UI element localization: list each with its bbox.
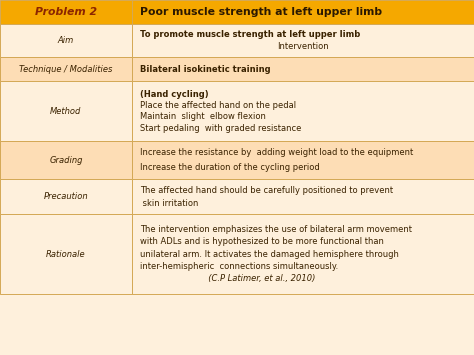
Bar: [0, 57, 132, 81]
Text: Maintain  slight  elbow flexion: Maintain slight elbow flexion: [140, 112, 266, 121]
Text: Start pedaling  with graded resistance: Start pedaling with graded resistance: [140, 124, 301, 133]
Text: The affected hand should be carefully positioned to prevent: The affected hand should be carefully po…: [140, 186, 393, 195]
Text: Problem 2: Problem 2: [35, 7, 97, 17]
Text: Bilateral isokinetic training: Bilateral isokinetic training: [140, 65, 271, 74]
Bar: [0, 81, 132, 141]
Bar: [0, 24, 132, 57]
Text: Increase the duration of the cycling period: Increase the duration of the cycling per…: [140, 163, 320, 172]
Bar: [0, 179, 132, 214]
Text: Intervention: Intervention: [277, 42, 328, 51]
Text: with ADLs and is hypothesized to be more functional than: with ADLs and is hypothesized to be more…: [140, 237, 384, 246]
Text: Method: Method: [50, 106, 82, 116]
Text: inter-hemispheric  connections simultaneously.: inter-hemispheric connections simultaneo…: [140, 262, 338, 271]
Text: Precaution: Precaution: [44, 192, 88, 201]
Text: Aim: Aim: [58, 36, 74, 45]
Text: Place the affected hand on the pedal: Place the affected hand on the pedal: [140, 101, 296, 110]
Text: To promote muscle strength at left upper limb: To promote muscle strength at left upper…: [140, 30, 361, 39]
Bar: [132, 81, 474, 141]
Bar: [132, 179, 474, 214]
Bar: [132, 57, 474, 81]
Bar: [0, 214, 132, 294]
Bar: [132, 214, 474, 294]
Text: skin irritation: skin irritation: [140, 199, 199, 208]
Text: Technique / Modalities: Technique / Modalities: [19, 65, 112, 74]
Text: The intervention emphasizes the use of bilateral arm movement: The intervention emphasizes the use of b…: [140, 225, 412, 234]
Bar: [132, 24, 474, 57]
Text: (C.P Latimer, et al., 2010): (C.P Latimer, et al., 2010): [140, 274, 316, 283]
Text: Increase the resistance by  adding weight load to the equipment: Increase the resistance by adding weight…: [140, 148, 413, 157]
Text: Rationale: Rationale: [46, 250, 86, 258]
Text: unilateral arm. It activates the damaged hemisphere through: unilateral arm. It activates the damaged…: [140, 250, 399, 258]
Bar: [0, 141, 132, 179]
Bar: [132, 141, 474, 179]
Bar: [0, 0, 132, 24]
Text: (Hand cycling): (Hand cycling): [140, 89, 209, 99]
Text: Grading: Grading: [49, 155, 82, 165]
Bar: [132, 0, 474, 24]
Text: Poor muscle strength at left upper limb: Poor muscle strength at left upper limb: [140, 7, 383, 17]
